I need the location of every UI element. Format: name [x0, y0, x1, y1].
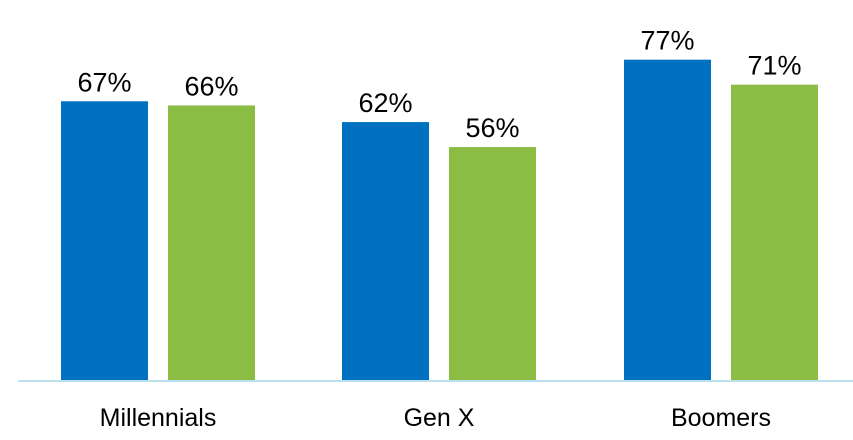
value-label-millennials-series-2: 66% — [184, 71, 238, 101]
bar-millennials-series-2 — [168, 105, 255, 380]
bar-boomers-series-2 — [731, 84, 818, 380]
bar-gen-x-series-1 — [342, 122, 429, 380]
bar-millennials-series-1 — [61, 101, 148, 380]
value-label-gen-x-series-1: 62% — [358, 88, 412, 118]
bars-layer — [61, 59, 818, 381]
value-label-gen-x-series-2: 56% — [465, 113, 519, 143]
bar-boomers-series-1 — [624, 59, 711, 381]
category-labels-layer: Millennials Gen X Boomers — [100, 404, 771, 432]
value-label-millennials-series-1: 67% — [77, 67, 131, 97]
category-label-gen-x: Gen X — [404, 404, 475, 432]
category-label-millennials: Millennials — [100, 404, 217, 432]
value-label-boomers-series-1: 77% — [640, 26, 694, 56]
category-label-boomers: Boomers — [671, 404, 771, 432]
value-labels-layer: 67% 66% 62% 56% 77% 71% — [77, 26, 801, 143]
bar-gen-x-series-2 — [449, 147, 536, 380]
value-label-boomers-series-2: 71% — [747, 51, 801, 81]
